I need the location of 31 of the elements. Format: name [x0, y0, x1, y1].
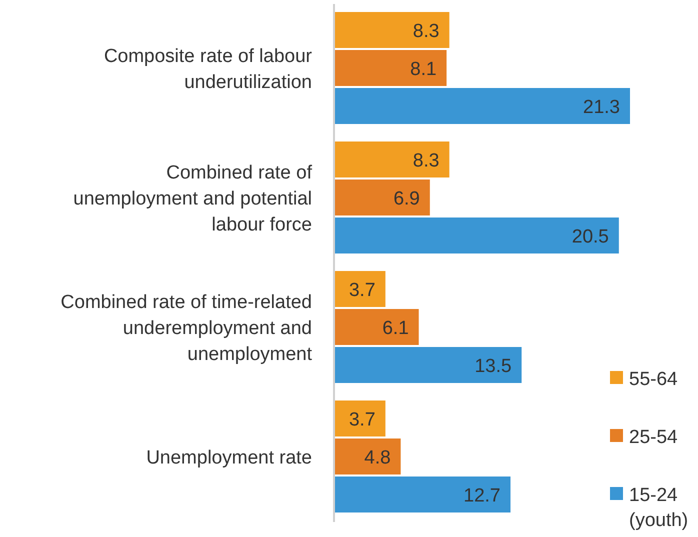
bar [334, 50, 447, 86]
data-label: 6.9 [393, 188, 420, 210]
bar [334, 476, 510, 512]
data-label: 4.8 [364, 448, 391, 468]
y-tick-label: Combined rate of unemployment and potential labour force [73, 162, 313, 236]
bar [334, 400, 386, 436]
data-label: 21.3 [583, 97, 620, 118]
bar [334, 309, 419, 345]
legend-label: 55-64 [629, 369, 678, 390]
bar [334, 347, 522, 383]
bar [334, 88, 630, 124]
bar [334, 438, 401, 474]
y-tick-label: Unemployment rate [146, 448, 312, 468]
legend-label: 25-54 [629, 427, 678, 448]
bar [334, 142, 450, 178]
data-label: 3.7 [348, 280, 376, 301]
data-label: 8.3 [412, 150, 440, 172]
bar [334, 271, 386, 307]
data-label: 12.7 [464, 486, 500, 506]
data-label: 13.5 [474, 356, 512, 377]
data-label: 8.3 [412, 21, 440, 42]
data-label: 3.7 [348, 410, 376, 430]
data-label: 8.1 [410, 59, 437, 80]
bar [334, 12, 450, 48]
data-label: 20.5 [572, 226, 609, 248]
bar [334, 218, 619, 254]
data-label: 6.1 [382, 318, 409, 339]
y-tick-label: Combined rate of time-related underemployment and unemployment [60, 292, 313, 365]
legend-label: 15-24 (youth) [629, 485, 688, 531]
y-tick-label: Composite rate of labour underutilization [104, 46, 313, 93]
bar [334, 180, 430, 216]
